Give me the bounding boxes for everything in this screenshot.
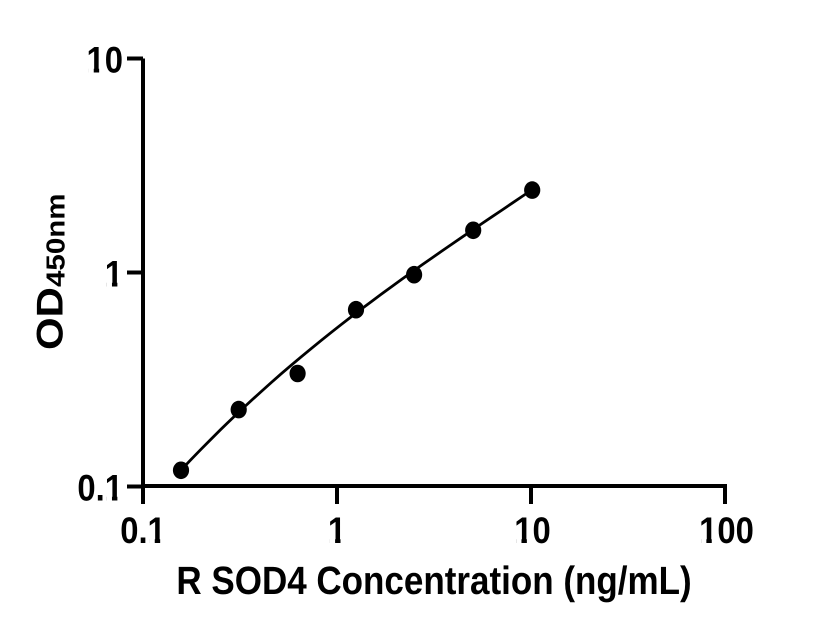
svg-text:10: 10 bbox=[87, 40, 123, 81]
svg-text:R SOD4 Concentration (ng/mL): R SOD4 Concentration (ng/mL) bbox=[176, 559, 691, 603]
svg-text:0.1: 0.1 bbox=[120, 510, 166, 551]
svg-text:10: 10 bbox=[514, 510, 550, 551]
svg-text:100: 100 bbox=[699, 510, 754, 551]
svg-text:1: 1 bbox=[328, 510, 346, 551]
svg-text:0.1: 0.1 bbox=[77, 468, 123, 509]
svg-text:1: 1 bbox=[105, 254, 123, 295]
